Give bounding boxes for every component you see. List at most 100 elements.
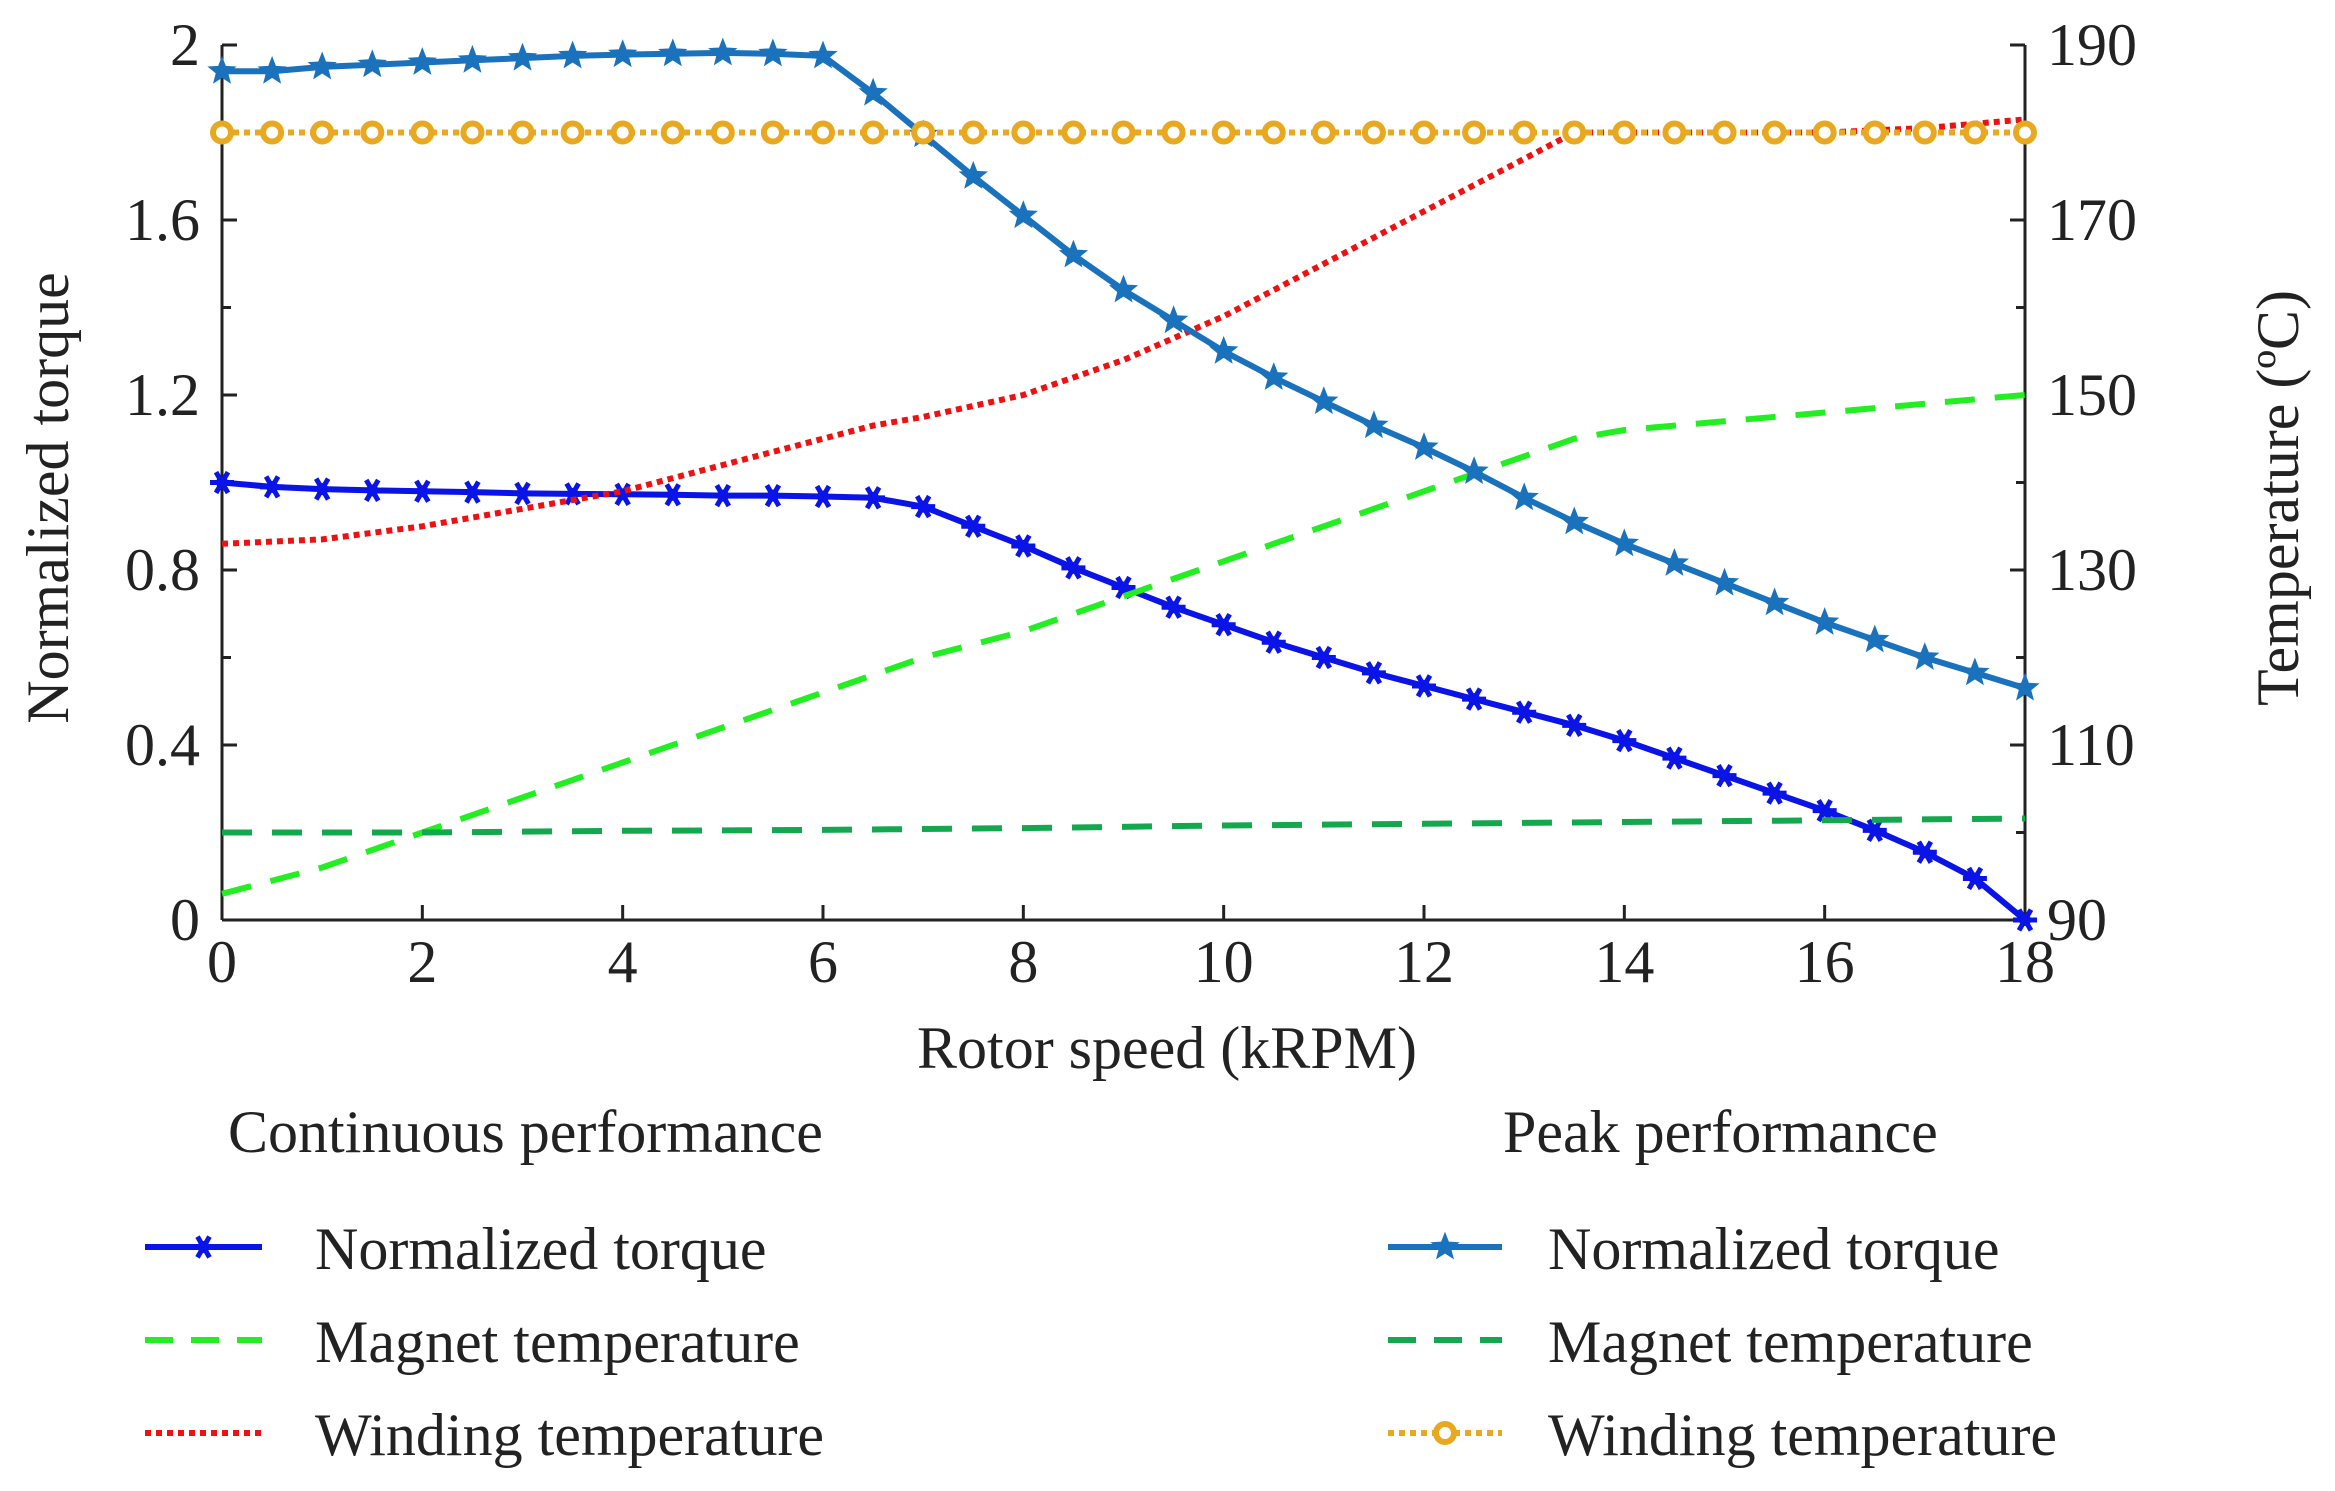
legend-item-peak-normalized-torque: Normalized torque: [1388, 1216, 2000, 1282]
peak-winding-temperature-point: [1261, 120, 1286, 145]
series-peak-normalized-torque: [207, 37, 2040, 701]
continuous-normalized-torque-point-center: [967, 520, 980, 533]
peak-winding-temperature-point: [610, 120, 635, 145]
peak-normalized-torque-point: [1158, 305, 1189, 334]
continuous-normalized-torque-point-center: [216, 476, 228, 489]
series-peak-winding-temperature: [210, 120, 2037, 145]
peak-winding-temperature-point: [1311, 120, 1336, 145]
continuous-normalized-torque-point: [961, 514, 986, 538]
peak-winding-temperature-point: [1061, 120, 1086, 145]
continuous-normalized-torque-point: [1211, 613, 1236, 637]
x-axis-title: Rotor speed (kRPM): [917, 1015, 1417, 1081]
tick-labels: 0 2 4 6 8 10 12 14 16 18 0 0.4 0.8 1.2 1.6 2 90 110 130 150…: [125, 12, 2137, 995]
peak-normalized-torque-point: [1960, 657, 1990, 686]
x-tick-label: 10: [1194, 929, 1254, 995]
y-tick-label-left: 0.4: [125, 712, 200, 778]
continuous-normalized-torque-point: [360, 478, 385, 503]
peak-normalized-torque-point: [708, 37, 738, 66]
peak-winding-temperature-point: [1111, 120, 1136, 145]
continuous-normalized-torque-point: [1311, 645, 1336, 670]
continuous-normalized-torque-point: [1862, 818, 1887, 842]
y-tick-label-left: 0: [170, 887, 200, 953]
x-tick-label: 0: [207, 929, 237, 995]
continuous-normalized-torque-point-center: [867, 491, 880, 504]
y-tick-label-right: 190: [2047, 12, 2137, 78]
peak-winding-temperature-point: [1962, 120, 1987, 145]
y-tick-label-right: 110: [2047, 712, 2135, 778]
continuous-normalized-torque-point-center: [716, 489, 729, 502]
y-tick-label-right: 130: [2047, 537, 2137, 603]
peak-winding-temperature-point: [210, 120, 234, 145]
peak-normalized-torque-point: [2010, 672, 2040, 701]
legend-label-continuous-magnet-temperature: Magnet temperature: [315, 1309, 800, 1375]
peak-winding-temperature-point: [1712, 120, 1737, 145]
continuous-normalized-torque-point: [1762, 781, 1787, 805]
continuous-normalized-torque-point: [510, 481, 535, 506]
continuous-normalized-torque-point-center: [1117, 581, 1130, 594]
peak-winding-temperature-point: [410, 120, 435, 145]
continuous-normalized-torque-point: [1261, 630, 1286, 654]
peak-winding-temperature-point: [510, 120, 535, 145]
peak-winding-temperature-point: [911, 120, 936, 145]
legend-label-continuous-winding-temperature: Winding temperature: [315, 1402, 824, 1468]
continuous-normalized-torque-point-center: [416, 485, 429, 498]
legend-item-continuous-winding-temperature: Winding temperature: [145, 1402, 824, 1468]
y-tick-label-left: 1.2: [125, 362, 200, 428]
continuous-normalized-torque-point-center: [1668, 752, 1681, 765]
peak-normalized-torque-point: [758, 38, 788, 67]
peak-normalized-torque-point: [1209, 335, 1239, 364]
continuous-normalized-torque-point-center: [1818, 804, 1831, 817]
peak-normalized-torque-point: [1359, 410, 1389, 439]
legend-label-peak-normalized-torque: Normalized torque: [1548, 1216, 2000, 1282]
peak-normalized-torque-point: [858, 77, 888, 106]
continuous-normalized-torque-point-center: [1017, 539, 1030, 552]
continuous-normalized-torque-point-center: [1317, 651, 1330, 664]
peak-winding-temperature-point: [1161, 120, 1186, 145]
peak-winding-temperature-point: [1211, 120, 1236, 145]
y-tick-label-right: 90: [2047, 887, 2107, 953]
continuous-normalized-torque-point-center: [1217, 618, 1230, 631]
continuous-magnet-temperature-line: [221, 392, 2026, 897]
peak-winding-temperature-point: [1912, 120, 1937, 145]
continuous-normalized-torque-point-center: [1768, 787, 1781, 800]
y-tick-label-left: 0.8: [125, 537, 200, 603]
legend-marker-peak-normalized-torque: [1430, 1231, 1460, 1260]
peak-winding-temperature-point: [1612, 120, 1637, 145]
continuous-normalized-torque-point-center: [1518, 706, 1531, 719]
continuous-normalized-torque-point: [660, 483, 685, 507]
peak-winding-temperature-point: [2013, 120, 2037, 145]
x-tick-label: 16: [1795, 929, 1855, 995]
continuous-normalized-torque-point: [1662, 746, 1687, 770]
continuous-normalized-torque-point-center: [1267, 636, 1280, 649]
peak-winding-temperature-point: [710, 120, 735, 145]
peak-normalized-torque-point: [1810, 607, 1840, 635]
peak-winding-temperature-point: [1462, 120, 1487, 145]
continuous-normalized-torque-point: [1562, 713, 1587, 737]
continuous-normalized-torque-point-center: [466, 486, 479, 499]
continuous-normalized-torque-point: [811, 484, 835, 509]
legend-marker-continuous-normalized-torque-center: [197, 1241, 210, 1253]
peak-winding-temperature-point: [760, 120, 785, 145]
legend-item-continuous-normalized-torque: Normalized torque: [145, 1216, 767, 1282]
peak-normalized-torque-point: [1008, 200, 1038, 229]
peak-winding-temperature-point: [1361, 120, 1386, 145]
y-axis-title-left: Normalized torque: [15, 272, 81, 724]
series-peak-magnet-temperature: [222, 815, 2026, 836]
peak-normalized-torque-point: [357, 49, 387, 78]
peak-winding-temperature-point: [260, 120, 285, 145]
peak-normalized-torque-point: [958, 160, 988, 189]
continuous-normalized-torque-point-center: [1718, 769, 1731, 782]
continuous-normalized-torque-line: [221, 479, 2027, 923]
peak-normalized-torque-point: [307, 51, 337, 80]
continuous-normalized-torque-point: [2013, 908, 2037, 932]
legend-title-peak: Peak performance: [1503, 1099, 1938, 1165]
x-tick-label: 18: [1995, 929, 2055, 995]
continuous-normalized-torque-point: [1061, 556, 1086, 580]
plot-series: [207, 37, 2040, 932]
continuous-normalized-torque-point-center: [366, 484, 379, 497]
series-continuous-magnet-temperature: [221, 392, 2026, 897]
peak-normalized-torque-point: [1659, 547, 1690, 576]
legend: Continuous performance Peak performance …: [145, 1099, 2057, 1468]
x-tick-label: 14: [1594, 929, 1654, 995]
